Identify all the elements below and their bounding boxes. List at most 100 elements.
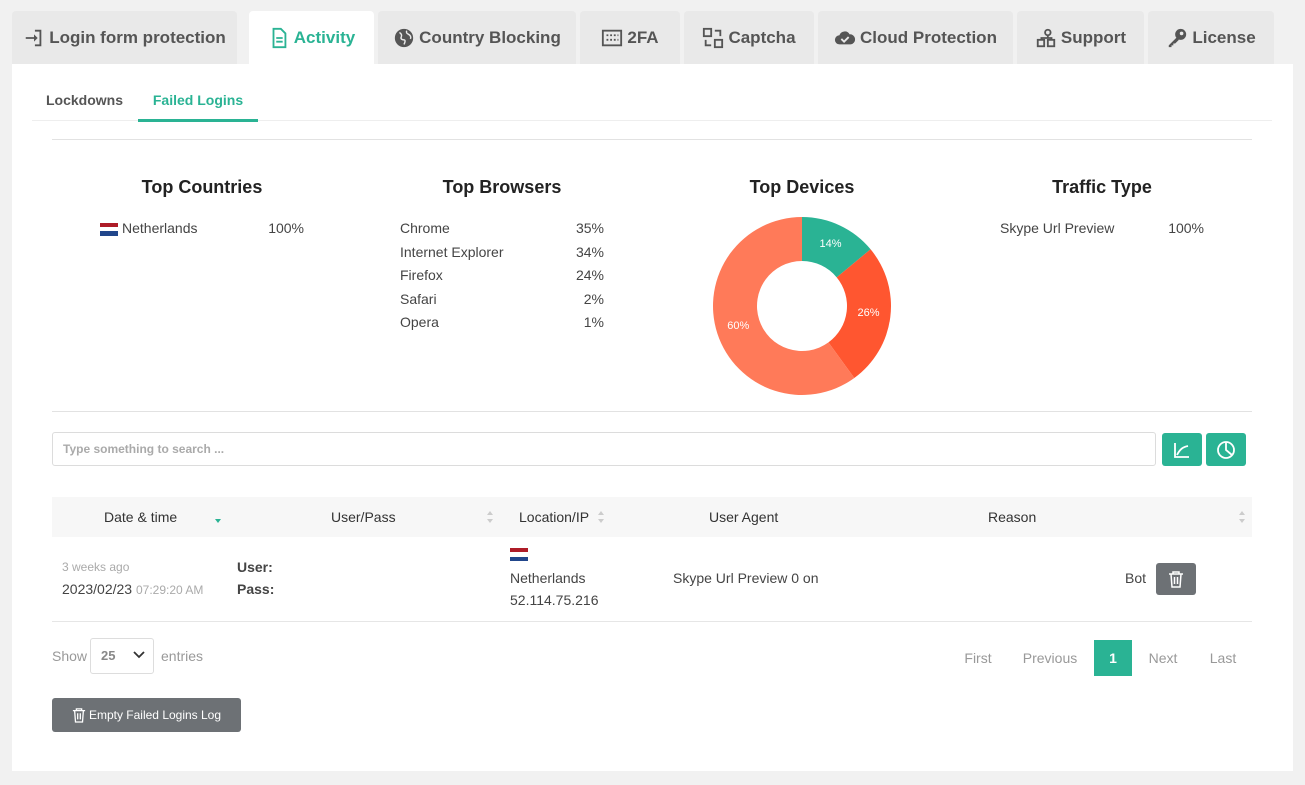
pagination-next[interactable]: Next: [1148, 650, 1178, 666]
devices-donut-chart: [713, 217, 891, 395]
browser-label: Chrome: [400, 220, 450, 236]
pie-chart-button[interactable]: [1206, 433, 1246, 466]
support-icon: [1035, 27, 1057, 49]
browser-label: Opera: [400, 314, 439, 330]
keypad-icon: [601, 27, 623, 49]
browser-row: Safari 2%: [400, 291, 604, 309]
browser-row: Opera 1%: [400, 314, 604, 332]
browser-row: Firefox 24%: [400, 267, 604, 285]
pie-slice: [802, 217, 871, 278]
pie-slice: [828, 249, 891, 379]
divider: [52, 139, 1252, 140]
user-agent: Skype Url Preview 0 on: [673, 570, 819, 586]
trash-icon: [72, 708, 86, 723]
date-time: 2023/02/23 07:29:20 AM: [62, 581, 203, 597]
tab-activity[interactable]: Activity: [249, 11, 374, 64]
browser-row: Chrome 35%: [400, 220, 604, 238]
cloud-check-icon: [834, 27, 856, 49]
tab-support[interactable]: Support: [1017, 11, 1144, 64]
pagination-previous[interactable]: Previous: [1022, 650, 1078, 666]
location-ip: 52.114.75.216: [510, 592, 599, 608]
time-ago: 3 weeks ago: [62, 560, 130, 574]
column-reason[interactable]: Reason: [988, 509, 1037, 525]
tab-cloud-protection[interactable]: Cloud Protection: [818, 11, 1013, 64]
tab-captcha[interactable]: Captcha: [684, 11, 814, 64]
sort-icon[interactable]: [597, 510, 605, 524]
country-row: Netherlands 100%: [100, 220, 304, 238]
column-date-time[interactable]: Date & time: [104, 509, 178, 525]
top-tabs: Login form protection Activity Country B…: [12, 11, 1294, 64]
tab-label: 2FA: [627, 27, 659, 47]
tab-label: Captcha: [728, 27, 796, 47]
browser-row: Internet Explorer 34%: [400, 244, 604, 262]
entries-label: entries: [161, 648, 204, 664]
subtabs: Lockdowns Failed Logins: [32, 82, 1272, 122]
tab-label: Support: [1060, 27, 1127, 47]
pagination-last[interactable]: Last: [1209, 650, 1237, 666]
table-header: Date & time User/Pass Location/IP User A…: [52, 497, 1252, 537]
pie-slice: [713, 217, 855, 395]
reason: Bot: [1125, 570, 1147, 586]
empty-button-label: Empty Failed Logins Log: [88, 708, 222, 722]
row-divider: [52, 621, 1252, 622]
subtab-failed-logins[interactable]: Failed Logins: [138, 82, 258, 122]
location-country: Netherlands: [510, 570, 586, 586]
delete-row-button[interactable]: [1156, 563, 1196, 595]
tab-2fa[interactable]: 2FA: [580, 11, 680, 64]
document-icon: [268, 27, 290, 49]
tab-label: Cloud Protection: [860, 27, 997, 47]
tab-country-blocking[interactable]: Country Blocking: [378, 11, 576, 64]
subtab-lockdowns[interactable]: Lockdowns: [45, 92, 123, 108]
pie-slice-label: 60%: [727, 319, 750, 332]
browser-value: 2%: [583, 291, 604, 307]
show-label: Show: [52, 648, 88, 664]
browser-label: Firefox: [400, 267, 443, 283]
user-label: User:: [237, 559, 273, 575]
browser-value: 35%: [575, 220, 604, 236]
browser-label: Internet Explorer: [400, 244, 504, 260]
empty-failed-logins-button[interactable]: Empty Failed Logins Log: [52, 698, 241, 732]
traffic-value: 100%: [1168, 220, 1204, 236]
browser-label: Safari: [400, 291, 437, 307]
traffic-row: Skype Url Preview 100%: [1000, 220, 1204, 238]
tab-label: License: [1192, 27, 1256, 47]
pie-slice-label: 26%: [857, 307, 880, 320]
sort-icon[interactable]: [1238, 510, 1246, 524]
country-value: 100%: [268, 220, 304, 236]
pagination-page-1[interactable]: 1: [1094, 640, 1132, 676]
chevron-down-icon: [133, 651, 145, 659]
top-browsers-title: Top Browsers: [442, 177, 562, 197]
country-name: Netherlands: [122, 220, 198, 236]
top-devices-title: Top Devices: [749, 177, 855, 197]
pie-chart-icon: [1217, 440, 1235, 459]
column-location-ip[interactable]: Location/IP: [519, 509, 590, 525]
captcha-icon: [702, 27, 724, 49]
tab-label: Activity: [293, 27, 356, 47]
tab-license[interactable]: License: [1148, 11, 1274, 64]
line-chart-button[interactable]: [1162, 433, 1202, 466]
entries-per-page-select[interactable]: 25: [90, 638, 154, 674]
activity-panel: Lockdowns Failed Logins Top Countries Ne…: [12, 64, 1293, 771]
globe-icon: [393, 27, 415, 49]
line-chart-icon: [1174, 442, 1189, 458]
login-icon: [23, 27, 45, 49]
browser-value: 24%: [575, 267, 604, 283]
top-countries-title: Top Countries: [141, 177, 263, 197]
date: 2023/02/23: [62, 581, 133, 597]
traffic-type-title: Traffic Type: [1052, 177, 1152, 197]
country-label: Netherlands: [100, 220, 198, 236]
sort-desc-icon[interactable]: [214, 510, 222, 524]
time: 07:29:20 AM: [135, 583, 204, 597]
column-user-pass[interactable]: User/Pass: [331, 509, 396, 525]
sort-icon[interactable]: [486, 510, 494, 524]
pie-slice-label: 14%: [819, 238, 842, 251]
column-user-agent[interactable]: User Agent: [709, 509, 779, 525]
tab-label: Login form protection: [49, 27, 226, 47]
tab-login-form-protection[interactable]: Login form protection: [12, 11, 237, 64]
netherlands-flag-icon: [510, 548, 528, 561]
pagination-first[interactable]: First: [964, 650, 992, 666]
traffic-label: Skype Url Preview: [1000, 220, 1115, 236]
search-input[interactable]: [52, 432, 1156, 466]
browser-value: 34%: [575, 244, 604, 260]
tab-label: Country Blocking: [419, 27, 561, 47]
